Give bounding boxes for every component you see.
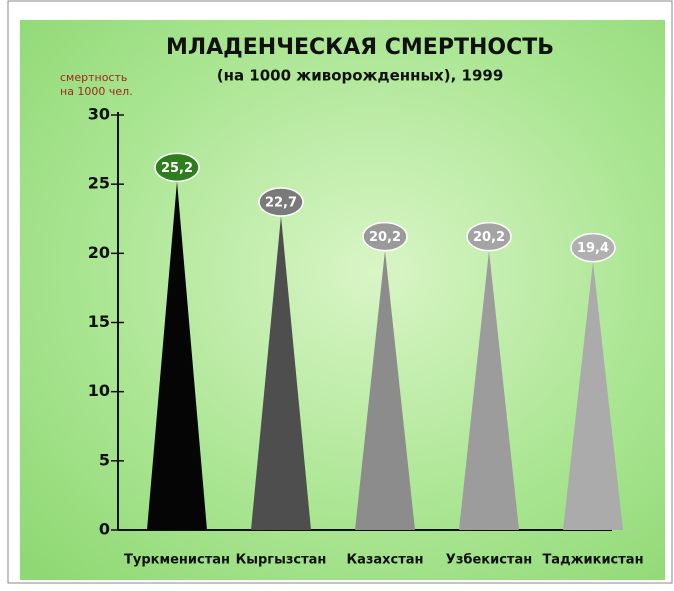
value-label-bubble [362,221,408,252]
value-label-bubble [258,187,304,217]
chart-subtitle: (на 1000 живорожденных), 1999 [217,67,504,85]
y-tick-label: 15 [88,312,110,331]
y-axis-label: смертность [60,71,127,84]
value-label: 22,7 [265,195,297,210]
value-label-bubble [570,232,616,263]
y-tick-label: 5 [99,450,110,469]
x-tick-label: Казахстан [346,553,423,568]
chart-title: МЛАДЕНЧЕСКАЯ СМЕРТНОСТЬ [166,35,554,60]
value-label: 25,2 [161,161,193,176]
x-tick-label: Кыргызстан [236,553,327,568]
y-tick-label: 30 [88,105,110,124]
panel [20,20,665,580]
y-tick-label: 25 [88,174,110,193]
value-label-bubble [154,152,200,183]
bar [251,215,311,530]
value-label: 20,2 [369,230,401,245]
value-label-bubble [466,221,512,252]
y-tick-label: 10 [88,381,110,400]
value-label: 19,4 [577,241,609,256]
value-label: 20,2 [473,230,505,245]
y-tick-label: 0 [99,520,110,539]
bar [459,250,519,531]
x-tick-label: Таджикистан [542,553,643,568]
y-tick-label: 20 [88,243,110,262]
x-tick-label: Узбекистан [446,553,532,568]
bar [355,250,415,531]
y-axis-label: на 1000 чел. [60,85,133,98]
bar [563,261,623,530]
x-tick-label: Туркменистан [124,553,230,568]
bar [147,181,207,530]
